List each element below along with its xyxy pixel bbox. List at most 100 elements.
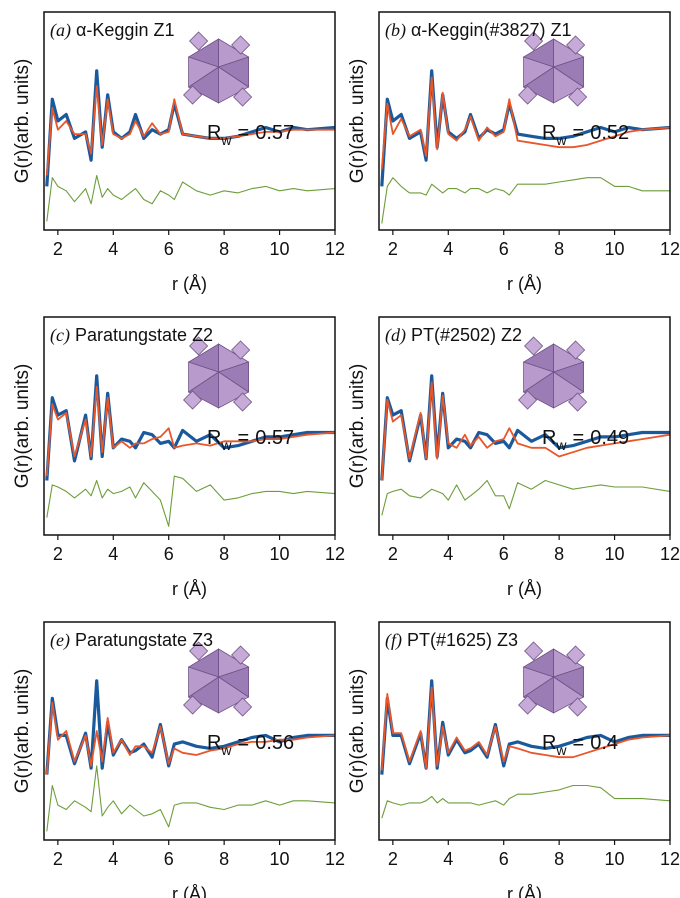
y-axis-label: G(r)(arb. units) <box>12 364 33 489</box>
plot-frame <box>44 622 335 840</box>
x-tick-label: 2 <box>388 544 398 564</box>
polyhedron-icon <box>519 642 587 716</box>
x-tick-label: 12 <box>325 849 345 869</box>
series-line <box>382 786 670 819</box>
panel-title: (c)Paratungstate Z2 <box>50 325 213 346</box>
x-tick-label: 2 <box>53 849 63 869</box>
x-tick-label: 4 <box>108 239 118 259</box>
plot-frame <box>44 12 335 230</box>
panel-title: (a)α-Keggin Z1 <box>50 20 174 41</box>
figure: 24681012r (Å)G(r)(arb. units)(a)α-Keggin… <box>0 0 680 898</box>
x-tick-label: 8 <box>219 239 229 259</box>
x-tick-label: 4 <box>108 849 118 869</box>
polyhedron-icon <box>184 32 252 106</box>
annotation-value: 0.4 <box>590 732 618 754</box>
x-tick-label: 10 <box>605 239 625 259</box>
x-tick-label: 8 <box>554 544 564 564</box>
x-tick-label: 8 <box>219 849 229 869</box>
title-text: PT(#2502) Z2 <box>411 325 522 345</box>
panel-label: (b) <box>385 20 406 41</box>
annotation: Rw=0.52 <box>542 122 629 148</box>
panel-label: (d) <box>385 325 406 346</box>
panel-label: (c) <box>50 325 70 346</box>
title-text: α-Keggin Z1 <box>76 20 174 40</box>
annotation-subscript: w <box>220 742 232 758</box>
series-line <box>382 178 670 224</box>
annotation-value: 0.56 <box>255 732 294 754</box>
x-tick-label: 6 <box>499 544 509 564</box>
x-tick-label: 10 <box>270 544 290 564</box>
x-tick-label: 6 <box>164 849 174 869</box>
x-tick-label: 10 <box>605 544 625 564</box>
annotation-symbol: R <box>207 427 221 449</box>
title-text: PT(#1625) Z3 <box>407 630 518 650</box>
x-tick-label: 12 <box>325 239 345 259</box>
x-tick-label: 2 <box>388 849 398 869</box>
y-axis-label: G(r)(arb. units) <box>12 669 33 794</box>
annotation: Rw =0.57 <box>207 427 294 453</box>
annotation-subscript: w <box>220 437 232 453</box>
annotation-subscript: w <box>220 132 232 148</box>
series-line <box>382 481 670 516</box>
panel-title: (b)α-Keggin(#3827) Z1 <box>385 20 572 41</box>
x-tick-label: 2 <box>388 239 398 259</box>
panel-label: (e) <box>50 630 70 651</box>
annotation: Rw=0.56 <box>207 732 294 758</box>
annotation-symbol: R <box>542 732 556 754</box>
y-axis-label: G(r)(arb. units) <box>347 59 368 184</box>
y-axis-label: G(r)(arb. units) <box>347 669 368 794</box>
annotation-value: 0.52 <box>590 122 629 144</box>
x-tick-label: 12 <box>325 544 345 564</box>
y-axis-label: G(r)(arb. units) <box>12 59 33 184</box>
annotation-relation: = <box>573 427 585 449</box>
annotation-symbol: R <box>542 427 556 449</box>
panel-label: (f) <box>385 630 402 651</box>
panel-title: (f) PT(#1625) Z3 <box>385 630 518 651</box>
annotation-value: 0.49 <box>590 427 629 449</box>
x-tick-label: 4 <box>108 544 118 564</box>
x-tick-label: 6 <box>499 239 509 259</box>
x-axis-label: r (Å) <box>507 274 542 294</box>
x-tick-label: 2 <box>53 239 63 259</box>
annotation-subscript: w <box>555 437 567 453</box>
x-tick-label: 8 <box>554 849 564 869</box>
x-tick-label: 12 <box>660 239 680 259</box>
x-tick-label: 10 <box>270 239 290 259</box>
title-text: Paratungstate Z2 <box>75 325 213 345</box>
y-axis-label: G(r)(arb. units) <box>347 364 368 489</box>
x-tick-label: 10 <box>270 849 290 869</box>
x-tick-label: 8 <box>554 239 564 259</box>
annotation-symbol: R <box>207 122 221 144</box>
polyhedron-icon <box>519 32 587 106</box>
x-tick-label: 2 <box>53 544 63 564</box>
panel-label: (a) <box>50 20 71 41</box>
x-tick-label: 4 <box>443 239 453 259</box>
panel-title: (d)PT(#2502) Z2 <box>385 325 522 346</box>
x-tick-label: 6 <box>164 239 174 259</box>
series-line <box>47 476 335 526</box>
x-tick-label: 6 <box>499 849 509 869</box>
polyhedron-icon <box>184 337 252 411</box>
annotation-relation: = <box>573 122 585 144</box>
x-tick-label: 6 <box>164 544 174 564</box>
annotation-value: 0.57 <box>255 427 294 449</box>
annotation-subscript: w <box>555 742 567 758</box>
title-text: α-Keggin(#3827) Z1 <box>411 20 572 40</box>
x-axis-label: r (Å) <box>172 579 207 599</box>
annotation-relation: = <box>573 732 585 754</box>
plot-frame <box>379 12 670 230</box>
annotation-relation: = <box>238 427 250 449</box>
x-axis-label: r (Å) <box>507 884 542 898</box>
x-tick-label: 4 <box>443 849 453 869</box>
plot-frame <box>379 622 670 840</box>
panel-title: (e)Paratungstate Z3 <box>50 630 213 651</box>
annotation-relation: = <box>238 732 250 754</box>
x-tick-label: 4 <box>443 544 453 564</box>
x-tick-label: 12 <box>660 849 680 869</box>
x-tick-label: 8 <box>219 544 229 564</box>
x-axis-label: r (Å) <box>507 579 542 599</box>
polyhedron-icon <box>519 337 587 411</box>
series-line <box>47 176 335 222</box>
annotation-relation: = <box>238 122 250 144</box>
title-text: Paratungstate Z3 <box>75 630 213 650</box>
